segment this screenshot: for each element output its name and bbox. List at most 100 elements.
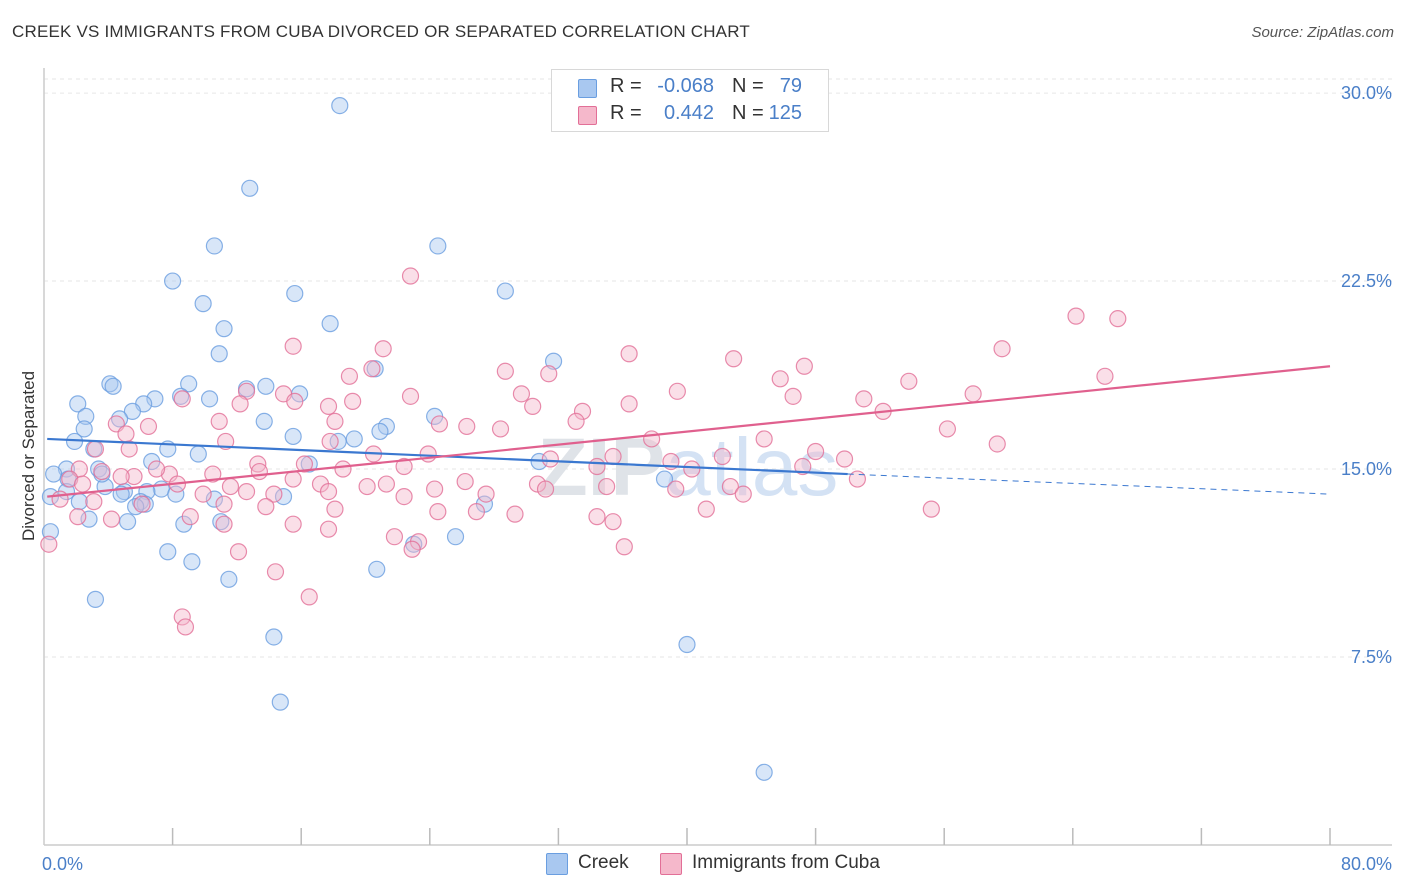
cuba-point (133, 495, 151, 513)
cuba-point (567, 412, 585, 431)
cuba-point (319, 397, 338, 415)
cuba-point (541, 450, 559, 468)
creek-point (286, 284, 304, 303)
cuba-point (51, 490, 69, 508)
legend-r-value: -0.068 (657, 75, 714, 97)
cuba-point (667, 480, 685, 498)
cuba-point (181, 508, 199, 526)
cuba-point (506, 505, 524, 523)
source-label: Source: ZipAtlas.com (1251, 24, 1394, 41)
cuba-point (456, 472, 474, 491)
cuba-point (40, 535, 58, 553)
cuba-point (512, 385, 531, 403)
cuba-point (401, 267, 420, 285)
y-tick-labels: 7.5% 15.0% 22.5% 30.0% (1341, 83, 1392, 667)
cuba-point (491, 420, 510, 438)
cuba-point (217, 432, 235, 451)
y-tick-label: 7.5% (1351, 647, 1392, 667)
y-axis-label: Divorced or Separated (19, 371, 38, 541)
creek-point (255, 412, 273, 431)
cuba-point (683, 460, 701, 478)
trend-lines (47, 365, 1331, 498)
legend-label-cuba: Immigrants from Cuba (692, 852, 880, 873)
creek-point (368, 560, 386, 578)
creek-point (75, 420, 93, 438)
cuba-point (215, 495, 233, 513)
y-tick-label: 22.5% (1341, 271, 1392, 291)
creek-point (429, 237, 447, 255)
cuba-point (194, 485, 212, 503)
cuba-point (284, 515, 302, 533)
cuba-point (536, 480, 555, 498)
cuba-point (229, 543, 248, 561)
watermark: ZIPatlas (538, 422, 839, 513)
creek-point (345, 430, 363, 448)
cuba-points (40, 267, 1127, 636)
creek-point (104, 377, 122, 395)
legend-swatch-cuba (660, 853, 682, 875)
cuba-point (855, 390, 873, 408)
creek-point (118, 513, 137, 531)
cuba-point (721, 477, 740, 496)
creek-point (80, 510, 98, 528)
cuba-point (713, 447, 731, 466)
cuba-point (295, 455, 314, 473)
cuba-point (604, 447, 622, 466)
creek-point (300, 455, 318, 473)
cuba-point (125, 467, 143, 486)
legend-n-label: N = (732, 102, 764, 124)
cuba-point (326, 412, 344, 431)
cuba-trend-line (47, 365, 1331, 498)
legend-n-value: 125 (768, 102, 802, 124)
cuba-point (784, 387, 802, 405)
legend-row-cuba: R = 0.442 N = 125 (552, 102, 828, 128)
legend-swatch-creek (578, 79, 597, 98)
cuba-point (266, 563, 285, 581)
cuba-point (385, 528, 404, 546)
cuba-point (900, 372, 918, 390)
cuba-point (426, 480, 444, 498)
cuba-point (835, 450, 854, 468)
cuba-point (419, 445, 437, 463)
creek-point (70, 493, 88, 511)
cuba-point (139, 417, 158, 436)
cuba-point (573, 402, 592, 420)
cuba-point (922, 500, 940, 518)
cuba-point (403, 540, 421, 558)
cuba-point (1109, 310, 1127, 328)
creek-point (41, 523, 60, 541)
creek-point (183, 553, 201, 571)
cuba-point (620, 395, 638, 413)
cuba-point (964, 385, 982, 403)
chart-title: CREEK VS IMMIGRANTS FROM CUBA DIVORCED O… (12, 22, 750, 41)
cuba-point (147, 460, 166, 478)
creek-point (180, 375, 198, 393)
cuba-point (524, 397, 542, 415)
cuba-point (300, 588, 318, 606)
creek-point (331, 96, 349, 115)
creek-point (210, 345, 228, 363)
cuba-point (284, 470, 302, 488)
cuba-point (321, 432, 339, 451)
cuba-point (326, 500, 344, 518)
cuba-point (806, 442, 825, 461)
cuba-point (69, 508, 87, 526)
creek-point (655, 470, 674, 488)
legend-row-creek: R = -0.068 N = 79 (552, 75, 828, 101)
creek-point (110, 410, 129, 428)
creek-point (69, 395, 87, 413)
cuba-point (73, 475, 92, 493)
cuba-point (604, 513, 622, 531)
cuba-point (588, 457, 606, 476)
cuba-point (93, 462, 111, 481)
legend-r-label: R = (610, 75, 642, 97)
y-tick-label: 30.0% (1341, 83, 1392, 103)
creek-point (241, 179, 259, 197)
cuba-point (117, 425, 135, 443)
cuba-point (848, 470, 866, 488)
cuba-point (61, 470, 79, 488)
cuba-point (1067, 307, 1085, 325)
cuba-point (377, 475, 395, 493)
creek-point (194, 295, 212, 313)
